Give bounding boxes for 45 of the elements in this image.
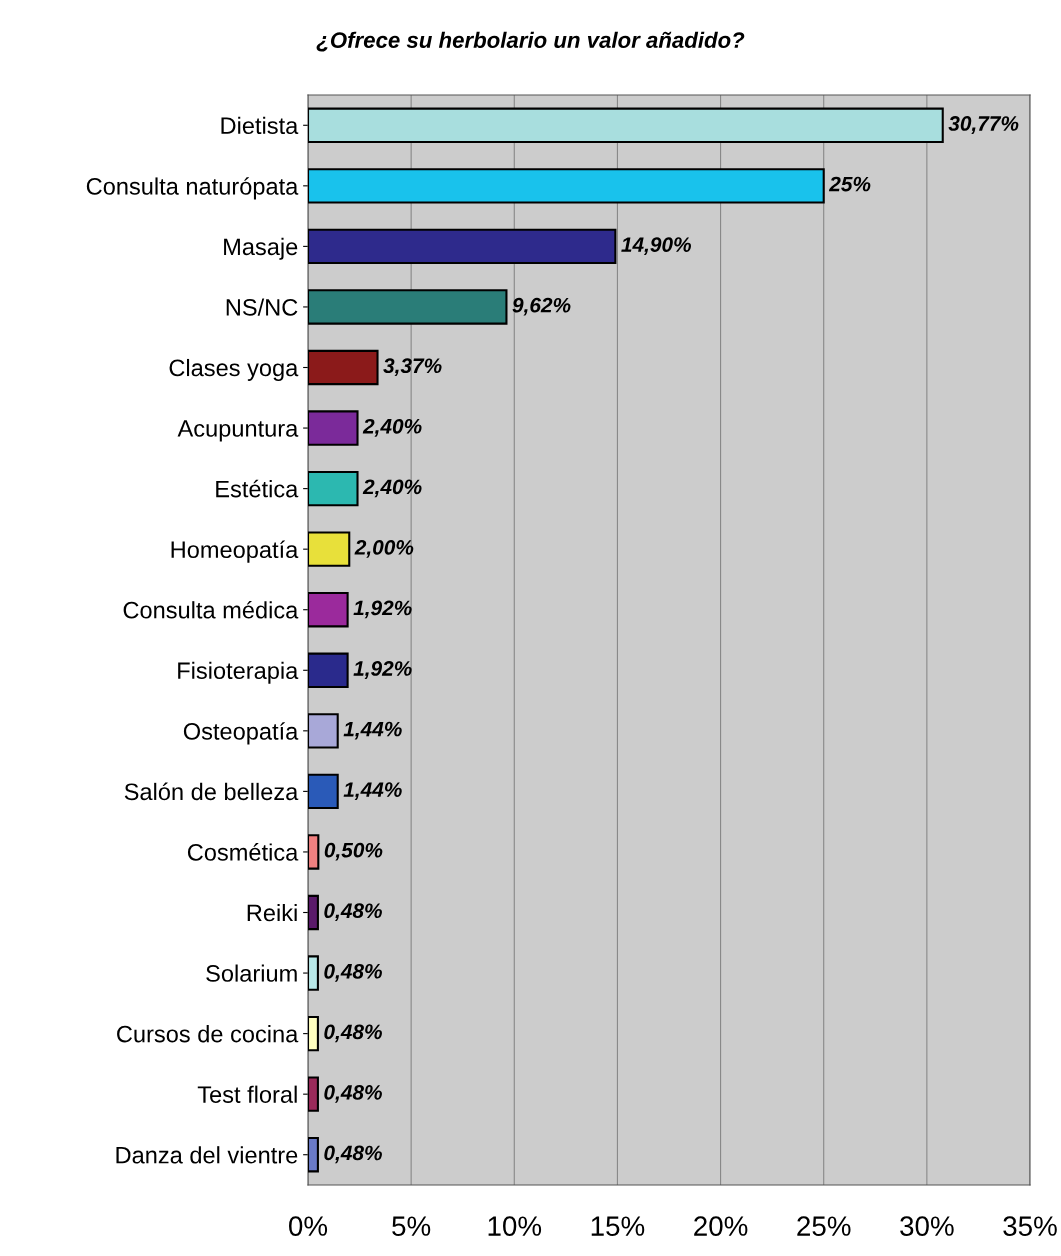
data-label: 1,92% xyxy=(353,600,412,619)
data-label: 2,40% xyxy=(362,479,422,498)
data-label: 25% xyxy=(828,176,871,192)
x-tick-label: 15% xyxy=(591,1216,645,1236)
data-label: 0,48% xyxy=(324,1024,382,1043)
data-label: 0,48% xyxy=(324,1145,382,1164)
y-tick-label: Osteopatía xyxy=(183,722,299,745)
y-tick-label: NS/NC xyxy=(226,298,298,316)
x-tick-label: 25% xyxy=(797,1216,851,1236)
x-tick-label: 0% xyxy=(289,1216,328,1236)
data-label: 3,37% xyxy=(383,358,442,377)
x-tick-label: 20% xyxy=(694,1216,748,1236)
y-tick-label: Fisioterapia xyxy=(178,661,299,684)
y-tick-label: Masaje xyxy=(224,237,298,260)
x-tick-label: 30% xyxy=(900,1216,954,1236)
y-tick-label: Estética xyxy=(216,479,299,498)
data-label: 1,44% xyxy=(343,782,402,800)
x-tick-label: 35% xyxy=(1003,1216,1057,1236)
y-tick-label: Test floral xyxy=(197,1085,297,1103)
y-tick-label: Danza del vientre xyxy=(116,1146,298,1164)
y-tick-label: Clases yoga xyxy=(169,358,299,381)
data-label: 30,77% xyxy=(948,116,1019,134)
y-tick-label: Consulta médica xyxy=(123,600,299,619)
data-label: 0,48% xyxy=(324,1085,382,1103)
data-label: 9,62% xyxy=(512,297,571,316)
y-tick-label: Cosmética xyxy=(187,843,299,861)
data-label: 0,48% xyxy=(324,903,382,922)
data-label: 2,00% xyxy=(354,540,414,558)
data-label: 0,50% xyxy=(324,842,383,861)
chart-title: ¿Ofrece su herbolario un valor añadido? xyxy=(316,31,745,52)
y-tick-label: Salón de belleza xyxy=(124,782,299,801)
y-tick-label: Homeopatía xyxy=(171,540,299,563)
y-tick-label: Solarium xyxy=(206,964,297,982)
y-tick-label: Dietista xyxy=(221,116,299,135)
data-label: 2,40% xyxy=(362,418,422,437)
y-tick-label: Cursos de cocina xyxy=(117,1025,299,1043)
data-label: 14,90% xyxy=(621,237,691,255)
data-label: 1,44% xyxy=(343,721,402,740)
y-tick-label: Consulta naturópata xyxy=(86,177,299,200)
data-label: 0,48% xyxy=(324,963,382,982)
y-tick-label: Reiki xyxy=(247,903,297,922)
data-label: 1,92% xyxy=(353,661,412,679)
y-tick-label: Acupuntura xyxy=(177,420,299,442)
x-tick-label: 10% xyxy=(488,1216,542,1236)
x-tick-label: 5% xyxy=(392,1216,431,1236)
